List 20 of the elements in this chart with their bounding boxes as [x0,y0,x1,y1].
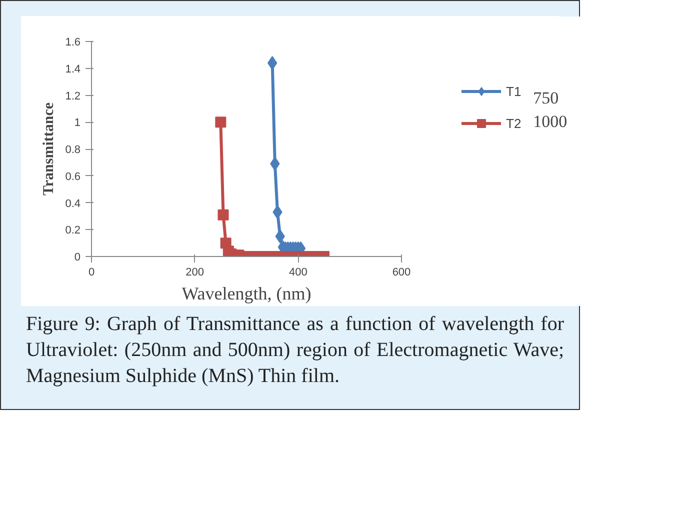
x-tick-label: 600 [392,266,411,278]
y-tick-label: 0.6 [65,170,81,183]
y-tick-label: 0.8 [65,144,81,156]
caption: Figure 9: Graph of Transmittance as a function of wavelength for Ultraviolet: (250nm and 500nm) region of Electromagnetic Wave; Magnesium Sulphide (MnS) Thin film. [26,312,564,389]
x-tick-label: 200 [186,266,204,278]
y-axis-title: Transmittance [41,102,58,196]
y-tick-label: 1 [74,117,81,130]
legend-label: T1 [506,84,522,98]
text: 1000 [533,112,568,132]
y-tick-label: 0.4 [65,198,81,210]
y-tick-label: 1.4 [65,63,81,76]
text: 750 [533,88,559,108]
x-tick-label: 0 [88,266,95,278]
legend-label: T2 [506,116,522,130]
y-tick-label: 1.2 [65,90,81,102]
y-tick-label: 0 [74,252,81,264]
y-tick-label: 0.2 [65,224,81,237]
x-axis-title: Wavelength, (nm) [182,284,312,304]
y-tick-label: 1.6 [65,36,81,48]
x-tick-label: 400 [288,266,308,278]
